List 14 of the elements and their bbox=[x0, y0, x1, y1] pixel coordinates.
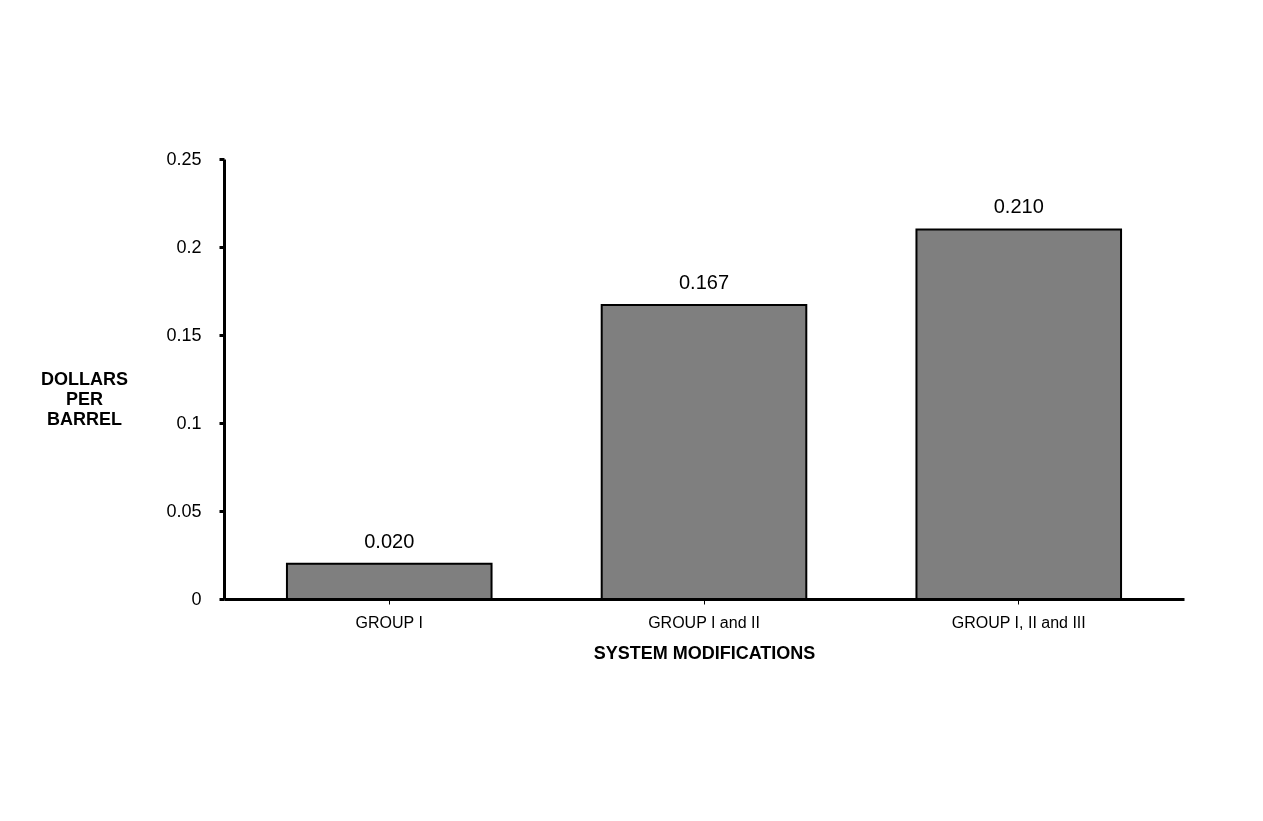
data-label: 0.020 bbox=[364, 529, 415, 552]
y-tick-label: 0.05 bbox=[166, 500, 202, 521]
y-axis-title: DOLLARS PER BARREL bbox=[41, 368, 128, 429]
x-tick-label: GROUP I, II and III bbox=[951, 613, 1086, 631]
y-tick-label: 0.15 bbox=[166, 324, 202, 345]
y-tick-label: 0.1 bbox=[176, 412, 202, 433]
x-tick-label: GROUP I and II bbox=[648, 613, 760, 631]
y-tick-label: 0.2 bbox=[176, 236, 202, 257]
y-tick-label: 0 bbox=[191, 588, 202, 609]
data-label: 0.210 bbox=[993, 195, 1044, 218]
y-tick-label: 0.25 bbox=[166, 148, 202, 169]
data-label: 0.167 bbox=[678, 271, 730, 294]
x-axis-title: SYSTEM MODIFICATIONS bbox=[593, 642, 816, 663]
x-tick-label: GROUP I bbox=[355, 613, 423, 631]
